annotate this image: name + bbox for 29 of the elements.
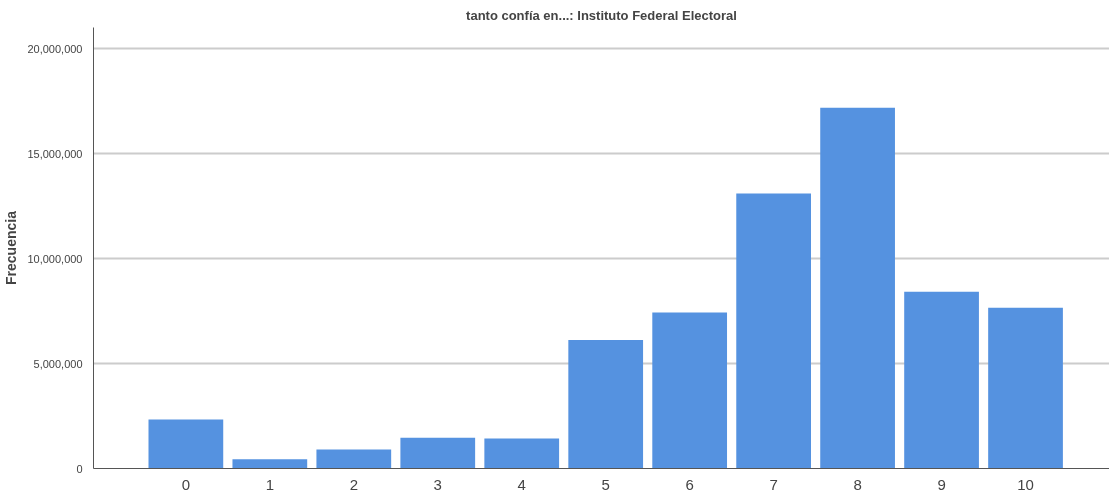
x-tick-label: 4 [517,475,526,492]
bar [820,107,895,469]
bar [400,437,476,469]
x-tick-label: 9 [937,475,946,492]
x-tick-label: 5 [601,475,610,492]
chart-title: tanto confía en...: Instituto Federal Electoral [466,7,737,23]
x-tick-label: 1 [265,475,274,492]
x-tick-label: 6 [685,475,694,492]
bar [316,449,392,469]
x-tick-label: 7 [769,475,778,492]
bar [568,339,644,469]
x-tick-label: 3 [433,475,442,492]
bar [736,193,811,469]
x-tick-label: 2 [349,475,358,492]
y-tick-label: 15,000,000 [27,147,83,160]
bar [484,438,560,469]
bar [652,312,728,469]
y-axis-title: Frecuencia [3,210,20,285]
bar [904,291,979,469]
y-tick-label: 0 [76,462,83,475]
y-tick-label: 20,000,000 [27,42,83,55]
x-tick-label: 10 [1017,475,1034,492]
bar [148,419,224,469]
x-tick-label: 8 [853,475,862,492]
bar [988,307,1063,469]
bar [232,459,308,469]
y-tick-label: 10,000,000 [27,252,83,265]
x-tick-label: 0 [181,475,191,492]
y-tick-label: 5,000,000 [33,357,83,370]
